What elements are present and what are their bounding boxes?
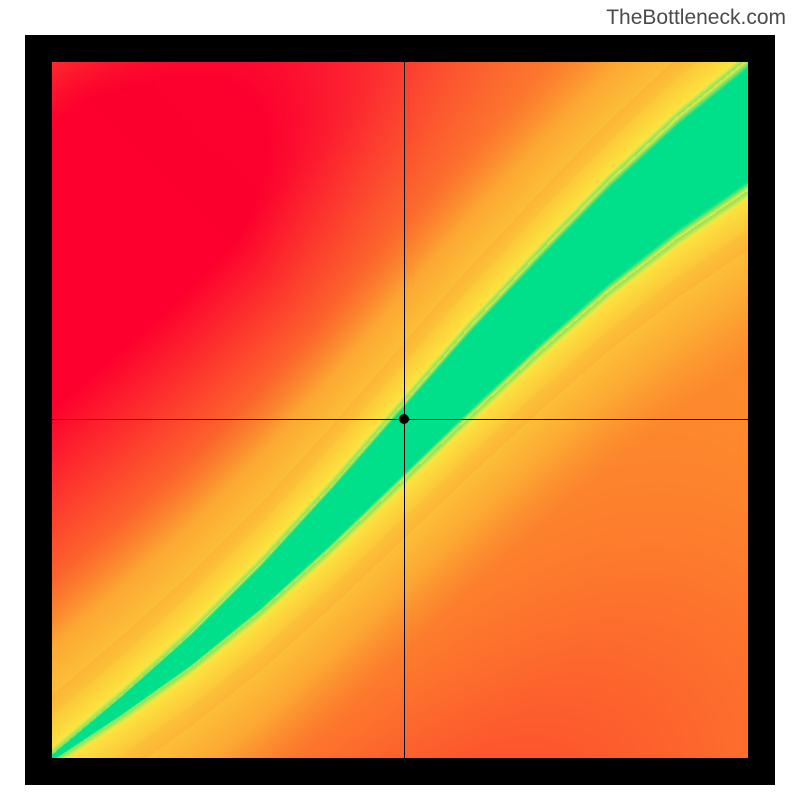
crosshair-vertical	[404, 62, 405, 758]
plot-area	[52, 62, 748, 758]
crosshair-marker	[399, 414, 409, 424]
chart-frame	[25, 35, 775, 785]
watermark-text: TheBottleneck.com	[606, 6, 786, 30]
heatmap-canvas	[52, 62, 748, 758]
root: { "watermark_text": "TheBottleneck.com",…	[0, 0, 800, 800]
